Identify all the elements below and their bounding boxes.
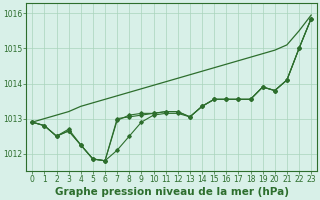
X-axis label: Graphe pression niveau de la mer (hPa): Graphe pression niveau de la mer (hPa) xyxy=(55,187,289,197)
